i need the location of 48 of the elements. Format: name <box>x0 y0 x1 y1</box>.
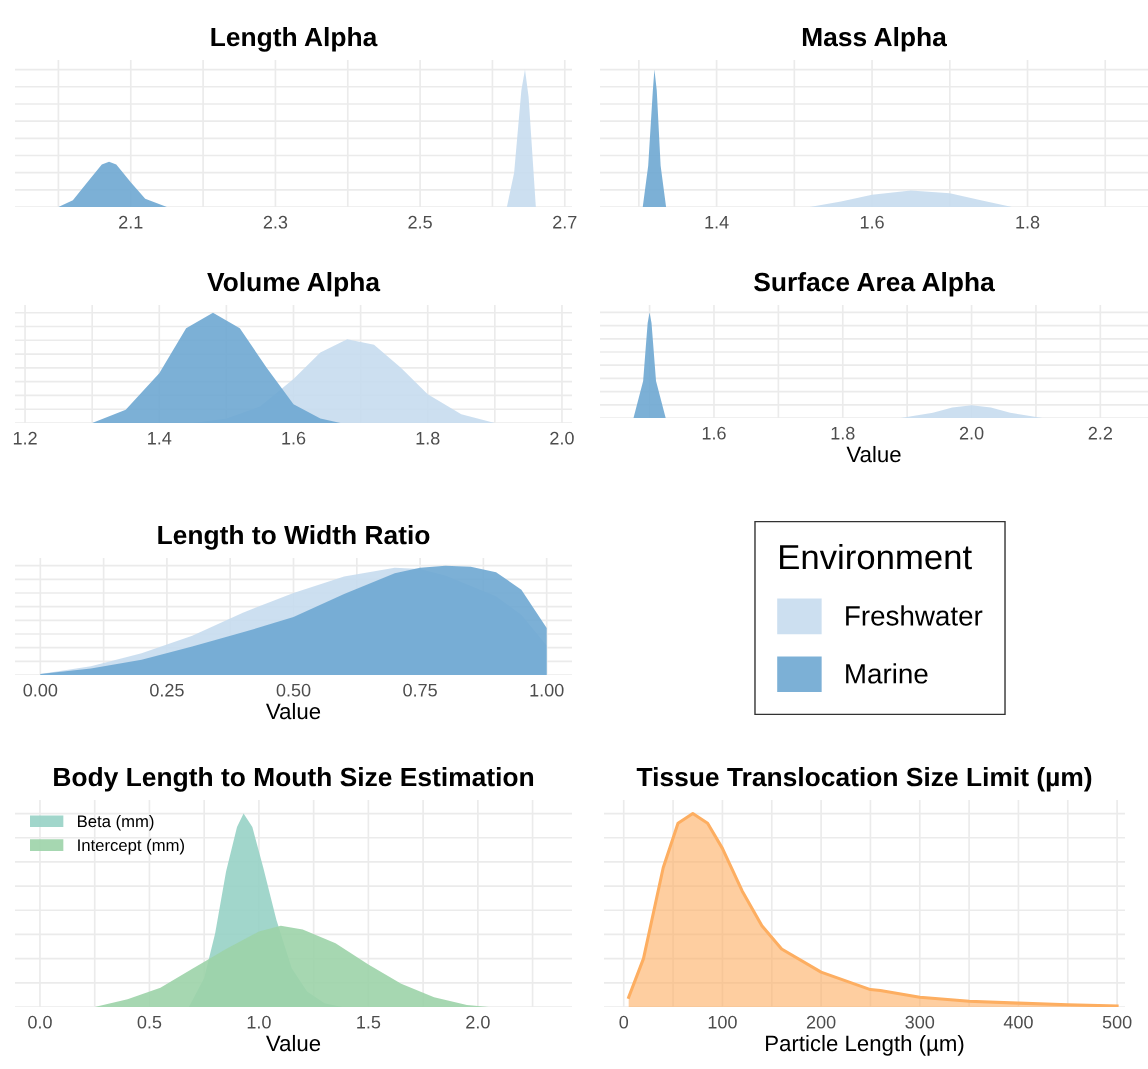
x-tick-label: 2.5 <box>408 215 432 229</box>
x-tick-label: 1.6 <box>282 431 306 445</box>
chart-title: Volume Alpha <box>207 271 381 297</box>
legend-title: Environment <box>780 543 972 570</box>
x-tick-label: 400 <box>1003 1015 1033 1029</box>
chart-title: Tissue Translocation Size Limit (µm) <box>636 766 1092 792</box>
x-tick-label: 0.25 <box>150 683 184 697</box>
x-tick-label: 1.0 <box>247 1015 271 1029</box>
x-tick-label: 0.75 <box>403 683 437 697</box>
x-tick-label: 500 <box>1102 1015 1132 1029</box>
x-tick-label: 100 <box>708 1015 737 1029</box>
x-tick-label: 0 <box>619 1015 629 1029</box>
x-tick-label: 1.00 <box>530 683 564 697</box>
x-tick-label: 1.8 <box>416 431 440 445</box>
legend-label: Intercept (mm) <box>78 838 184 855</box>
x-tick-label: 2.1 <box>119 215 143 229</box>
x-tick-label: 1.2 <box>13 431 37 445</box>
x-tick-label: 2.0 <box>550 431 574 445</box>
x-axis-title: Value <box>266 702 321 720</box>
x-tick-label: 1.4 <box>148 432 172 445</box>
x-tick-label: 1.6 <box>860 215 884 229</box>
chart-title: Mass Alpha <box>802 26 947 52</box>
x-tick-label: 2.7 <box>553 215 577 229</box>
x-tick-label: 0.00 <box>23 683 58 697</box>
legend-label: Freshwater <box>846 605 983 626</box>
x-axis-title: Value <box>846 445 901 463</box>
chart-title: Body Length to Mouth Size Estimation <box>54 766 534 792</box>
chart-title: Length to Width Ratio <box>158 524 430 550</box>
x-tick-label: 0.0 <box>28 1015 52 1029</box>
x-tick-label: 1.8 <box>831 426 855 440</box>
x-tick-label: 0.50 <box>276 683 311 697</box>
x-tick-label: 2.2 <box>1088 426 1112 440</box>
x-tick-label: 1.8 <box>1016 215 1040 229</box>
x-tick-label: 2.0 <box>959 426 984 440</box>
x-tick-label: 200 <box>806 1015 836 1029</box>
x-tick-label: 1.6 <box>702 426 726 440</box>
x-tick-label: 0.5 <box>137 1015 162 1029</box>
x-tick-label: 2.0 <box>466 1015 490 1029</box>
x-tick-label: 1.4 <box>705 216 729 229</box>
x-tick-label: 2.3 <box>263 215 288 229</box>
legend-label: Marine <box>846 663 928 684</box>
chart-title: Length Alpha <box>211 26 378 52</box>
legend-label: Beta (mm) <box>78 815 154 831</box>
x-tick-label: 1.5 <box>357 1016 381 1029</box>
x-tick-label: 300 <box>905 1015 935 1029</box>
chart-title: Surface Area Alpha <box>754 271 995 297</box>
x-axis-title: Particle Length (µm) <box>766 1034 964 1056</box>
x-axis-title: Value <box>266 1034 321 1052</box>
